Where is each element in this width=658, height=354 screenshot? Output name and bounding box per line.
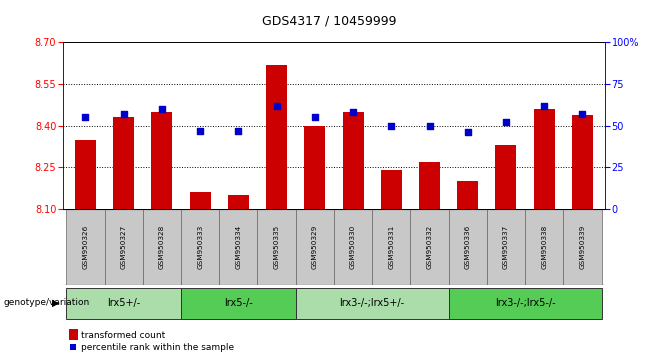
Point [577, 111, 588, 117]
Bar [113, 118, 134, 209]
Bar [534, 109, 555, 209]
Text: percentile rank within the sample: percentile rank within the sample [81, 343, 234, 352]
Bar [334, 209, 372, 285]
Text: GSM950337: GSM950337 [503, 225, 509, 269]
Text: GSM950328: GSM950328 [159, 225, 165, 269]
Text: GSM950333: GSM950333 [197, 225, 203, 269]
Point [80, 115, 91, 120]
Bar [411, 209, 449, 285]
Text: lrx3-/-;lrx5-/-: lrx3-/-;lrx5-/- [495, 298, 555, 308]
Text: GSM950331: GSM950331 [388, 225, 394, 269]
Point [233, 128, 243, 133]
Bar [372, 209, 411, 285]
Text: ▶: ▶ [52, 298, 59, 308]
Bar [495, 145, 517, 209]
Point [118, 111, 129, 117]
Bar [449, 209, 487, 285]
Bar [143, 209, 181, 285]
Bar [343, 112, 364, 209]
Bar [190, 192, 211, 209]
Text: GSM950335: GSM950335 [274, 225, 280, 269]
Point [501, 120, 511, 125]
Text: lrx5-/-: lrx5-/- [224, 298, 253, 308]
Text: GSM950336: GSM950336 [465, 225, 470, 269]
Bar [219, 209, 257, 285]
Bar [266, 65, 287, 209]
Point [157, 106, 167, 112]
Bar [457, 181, 478, 209]
Bar [181, 289, 295, 319]
Point [463, 130, 473, 135]
Bar [381, 170, 402, 209]
Text: genotype/variation: genotype/variation [3, 298, 89, 307]
Point [309, 115, 320, 120]
Bar [295, 209, 334, 285]
Text: GSM950339: GSM950339 [580, 225, 586, 269]
Text: GSM950326: GSM950326 [82, 225, 88, 269]
Text: GSM950334: GSM950334 [236, 225, 241, 269]
Text: GSM950332: GSM950332 [426, 225, 432, 269]
Text: GSM950338: GSM950338 [541, 225, 547, 269]
Bar [151, 112, 172, 209]
Bar [75, 139, 96, 209]
Bar [563, 209, 601, 285]
Point [271, 103, 282, 109]
Text: GSM950329: GSM950329 [312, 225, 318, 269]
Point [424, 123, 435, 129]
Point [348, 109, 359, 115]
Text: lrx3-/-;lrx5+/-: lrx3-/-;lrx5+/- [340, 298, 405, 308]
Point [539, 103, 549, 109]
Bar [257, 209, 295, 285]
Text: GSM950327: GSM950327 [120, 225, 127, 269]
Bar [295, 289, 449, 319]
Point [386, 123, 397, 129]
Text: GDS4317 / 10459999: GDS4317 / 10459999 [262, 14, 396, 27]
Bar [105, 209, 143, 285]
Text: transformed count: transformed count [81, 331, 165, 340]
Bar [304, 126, 325, 209]
Bar [449, 289, 601, 319]
Bar [572, 115, 593, 209]
Bar [487, 209, 525, 285]
Bar [181, 209, 219, 285]
Bar [66, 289, 181, 319]
Bar [525, 209, 563, 285]
Text: lrx5+/-: lrx5+/- [107, 298, 140, 308]
Text: GSM950330: GSM950330 [350, 225, 356, 269]
Point [195, 128, 205, 133]
Bar [66, 209, 105, 285]
Bar [228, 195, 249, 209]
Bar [419, 162, 440, 209]
